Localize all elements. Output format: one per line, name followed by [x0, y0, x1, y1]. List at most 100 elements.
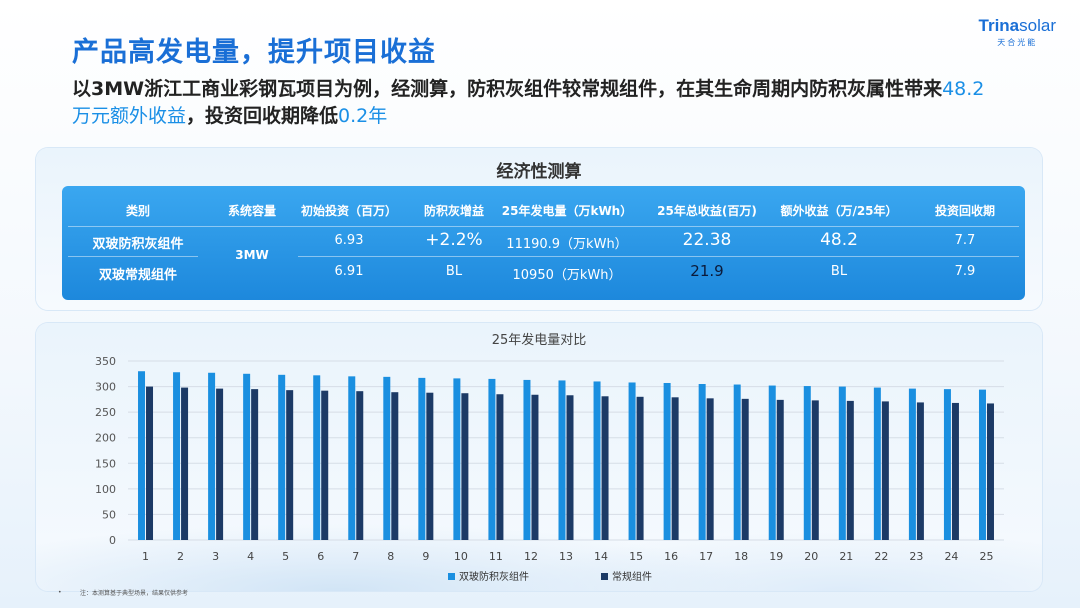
x-tick-label: 1 [142, 550, 149, 563]
bar-standard [741, 398, 749, 540]
bar-antisoiling [768, 385, 776, 540]
bar-standard [426, 392, 434, 540]
bar-antisoiling [278, 374, 286, 540]
bar-standard [356, 391, 364, 540]
bar-standard [601, 396, 609, 540]
bar-standard [881, 401, 889, 540]
legend-label: 常规组件 [612, 570, 652, 583]
table-cell: 10950（万kWh） [512, 268, 622, 283]
payback-reduction-highlight: 0.2年 [338, 105, 388, 127]
x-tick-label: 14 [594, 550, 608, 563]
bar-antisoiling [628, 382, 636, 540]
bar-antisoiling [838, 386, 846, 540]
table-cell: 21.9 [690, 262, 724, 280]
table-cell: BL [830, 264, 848, 279]
chart-title: 25年发电量对比 [491, 333, 587, 348]
bar-antisoiling [873, 387, 881, 540]
x-tick-label: 16 [664, 550, 678, 563]
row-divider [68, 256, 198, 257]
economics-panel: 经济性测算 类别 系统容量 初始投资（百万） 防积灰增益 25年发电量（万kWh… [36, 148, 1042, 310]
bar-antisoiling [558, 380, 566, 540]
x-tick-label: 25 [979, 550, 993, 563]
row-divider [68, 226, 1019, 227]
legend-label: 双玻防积灰组件 [459, 570, 529, 583]
bar-standard [286, 390, 294, 540]
legend-swatch [448, 573, 455, 580]
table-header: 类别 [125, 204, 150, 218]
table-cell: 7.9 [954, 264, 976, 279]
bar-antisoiling [208, 372, 216, 540]
table-cell: +2.2% [425, 230, 483, 250]
table-cell: BL [445, 264, 463, 279]
bar-standard [496, 394, 504, 540]
y-tick-label: 150 [95, 457, 116, 470]
bar-antisoiling [488, 378, 496, 540]
x-tick-label: 20 [804, 550, 818, 563]
x-tick-label: 17 [699, 550, 713, 563]
table-header: 投资回收期 [934, 204, 995, 218]
bar-standard [706, 398, 714, 540]
bar-standard [916, 402, 924, 540]
bar-standard [251, 389, 259, 540]
bar-antisoiling [803, 386, 811, 540]
bar-antisoiling [908, 388, 916, 540]
table-cell: 7.7 [954, 233, 976, 248]
bar-antisoiling [943, 389, 951, 540]
bar-antisoiling [453, 378, 461, 540]
bar-standard [461, 393, 469, 540]
y-tick-label: 50 [102, 508, 116, 521]
x-tick-label: 11 [489, 550, 503, 563]
bar-antisoiling [733, 384, 741, 540]
table-header: 系统容量 [227, 204, 276, 218]
row-divider [298, 256, 1019, 257]
x-tick-label: 9 [422, 550, 429, 563]
bar-standard [986, 403, 994, 540]
bar-standard [216, 388, 224, 540]
bar-antisoiling [418, 377, 426, 540]
bar-standard [951, 402, 959, 540]
bar-antisoiling [593, 381, 601, 540]
x-tick-label: 19 [769, 550, 783, 563]
footnote: 注：本测算基于典型场景，结果仅供参考 [80, 590, 189, 597]
bar-antisoiling [663, 382, 671, 540]
extra-income-highlight: 48.2万元额外收益 [72, 78, 985, 127]
x-tick-label: 13 [559, 550, 573, 563]
table-header: 初始投资（百万） [300, 204, 397, 218]
bar-standard [811, 400, 819, 540]
x-tick-label: 22 [874, 550, 888, 563]
bar-standard [391, 392, 399, 540]
bar-standard [566, 395, 574, 540]
bar-antisoiling [978, 389, 986, 540]
bar-antisoiling [243, 373, 251, 540]
y-tick-label: 300 [95, 381, 116, 394]
table-cell: 6.91 [334, 264, 364, 279]
bar-antisoiling [173, 372, 181, 540]
table-header: 25年总收益(百万) [657, 204, 757, 218]
table-cell: 6.93 [334, 233, 364, 248]
x-tick-label: 10 [454, 550, 468, 563]
table-title: 经济性测算 [496, 162, 582, 182]
x-tick-label: 8 [387, 550, 394, 563]
x-tick-label: 7 [352, 550, 359, 563]
bar-standard [531, 394, 539, 540]
x-tick-label: 15 [629, 550, 643, 563]
table-header: 25年发电量（万kWh） [501, 204, 633, 218]
economics-table: 类别 系统容量 初始投资（百万） 防积灰增益 25年发电量（万kWh） 25年总… [62, 186, 1025, 300]
table-cell: 48.2 [820, 230, 858, 250]
x-tick-label: 23 [909, 550, 923, 563]
bar-antisoiling [313, 375, 321, 540]
table-cell: 双玻防积灰组件 [92, 237, 184, 252]
y-tick-label: 200 [95, 432, 116, 445]
x-tick-label: 5 [282, 550, 289, 563]
x-tick-label: 12 [524, 550, 538, 563]
y-tick-label: 250 [95, 406, 116, 419]
table-header: 防积灰增益 [423, 204, 484, 218]
x-tick-label: 18 [734, 550, 748, 563]
table-cell: 双玻常规组件 [98, 268, 177, 283]
bar-antisoiling [348, 376, 356, 540]
page-title: 产品高发电量，提升项目收益 [72, 37, 436, 68]
bar-standard [321, 390, 329, 540]
table-header: 额外收益（万/25年） [780, 204, 898, 218]
bar-standard [636, 396, 644, 540]
